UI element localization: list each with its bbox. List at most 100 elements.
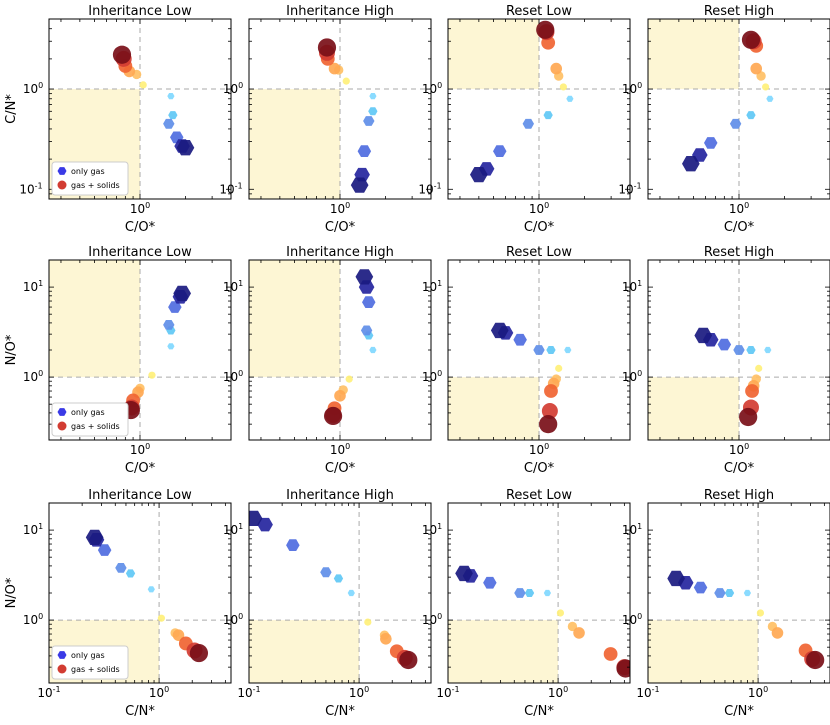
gas-point — [257, 517, 273, 532]
solid-point — [323, 406, 343, 426]
y-axis-label: N/O* — [4, 577, 19, 608]
panel-title: Inheritance Low — [88, 245, 192, 260]
gas-point — [333, 574, 344, 583]
gas-point — [704, 137, 718, 149]
y-tick-label: 100 — [223, 612, 243, 627]
panel-title: Inheritance High — [286, 4, 394, 19]
x-axis-label: C/O* — [524, 220, 555, 235]
legend-label: gas + solids — [71, 181, 120, 190]
legend-circle-icon — [57, 664, 67, 674]
solid-point — [139, 81, 147, 89]
panel-10: 10-1 100 100 101 Inheritance High C/N* — [223, 488, 432, 719]
y-tick-label: 101 — [23, 522, 43, 537]
solid-point — [739, 407, 758, 427]
markers — [667, 570, 825, 670]
solid-point — [567, 621, 578, 632]
gas-point — [286, 539, 300, 551]
solid-point — [157, 614, 166, 622]
gas-point — [694, 327, 713, 344]
gas-point — [714, 588, 726, 598]
y-tick-label: 100 — [622, 81, 642, 96]
x-tick-label: 100 — [529, 201, 549, 216]
x-axis-label: C/N* — [125, 704, 155, 719]
ticks — [447, 502, 630, 684]
legend: only gas gas + solids — [51, 161, 129, 196]
legend-circle-icon — [57, 421, 67, 431]
panel-6: 100 100 101 Inheritance High C/O* — [223, 245, 432, 476]
solid-point — [399, 650, 418, 670]
markers — [112, 45, 195, 156]
solid-point — [555, 364, 563, 372]
gas-point — [363, 116, 375, 126]
panel-5: 100 100 101 Inheritance Low C/O* N/O* only gas… — [4, 245, 232, 476]
shaded-region — [249, 89, 340, 199]
legend-circle-icon — [57, 180, 67, 190]
gas-point — [355, 269, 374, 285]
solid-point — [342, 77, 350, 85]
y-tick-label: 10-1 — [418, 181, 441, 196]
y-tick-label: 100 — [23, 369, 43, 384]
gas-point — [733, 345, 745, 355]
shaded-region — [648, 620, 759, 683]
x-tick-label: 100 — [349, 685, 369, 700]
solid-point — [189, 643, 209, 663]
x-axis-label: C/N* — [325, 704, 355, 719]
gas-point — [543, 111, 553, 120]
solid-point — [317, 38, 337, 57]
legend: only gas gas + solids — [51, 402, 129, 437]
shaded-region — [648, 377, 739, 440]
gas-point — [173, 285, 191, 302]
shaded-region — [448, 620, 559, 683]
legend-box — [51, 402, 129, 437]
gas-point — [717, 338, 732, 351]
ticks — [49, 18, 232, 200]
markers — [682, 30, 774, 172]
y-tick-label: 100 — [622, 612, 642, 627]
gas-point — [543, 589, 551, 597]
solid-point — [806, 650, 825, 670]
solid-point — [380, 632, 392, 645]
y-tick-label: 100 — [422, 81, 442, 96]
gas-point — [249, 510, 263, 526]
panel-title: Inheritance High — [286, 488, 394, 503]
solid-point — [573, 627, 585, 639]
shaded-region — [448, 19, 539, 90]
ticks — [248, 502, 431, 684]
gas-point — [163, 320, 175, 330]
panel-title: Reset Low — [506, 4, 572, 19]
solid-point — [556, 609, 565, 617]
x-axis-label: C/O* — [325, 220, 356, 235]
solid-point — [550, 62, 563, 75]
gas-point — [524, 589, 535, 597]
solid-point — [762, 83, 770, 91]
solid-point — [364, 618, 372, 626]
y-tick-label: 101 — [622, 279, 642, 294]
legend-label: only gas — [71, 408, 105, 417]
panel-title: Inheritance Low — [88, 4, 192, 19]
gas-point — [743, 589, 751, 597]
y-tick-label: 10-1 — [618, 181, 641, 196]
y-tick-label: 100 — [223, 369, 243, 384]
gas-point — [147, 586, 155, 593]
y-axis-label: N/O* — [4, 334, 19, 365]
panel-3: 100 10-1 100 Reset Low C/O* — [418, 4, 631, 235]
gas-point — [350, 177, 369, 193]
solid-point — [741, 30, 761, 49]
gas-point — [168, 301, 182, 313]
markers — [317, 38, 378, 193]
y-tick-label: 10-1 — [219, 181, 242, 196]
panel-4: 100 10-1 100 Reset High C/O* — [618, 4, 830, 235]
x-tick-label: 10-1 — [636, 685, 659, 700]
gas-point — [167, 343, 175, 350]
x-tick-label: 10-1 — [37, 685, 60, 700]
gas-point — [514, 588, 526, 598]
gas-point — [163, 118, 175, 129]
x-tick-label: 100 — [529, 442, 549, 457]
legend-label: gas + solids — [71, 665, 120, 674]
x-tick-label: 100 — [130, 201, 150, 216]
legend-box — [51, 645, 129, 680]
panel-1: 100 10-1 100 Inheritance Low C/O* C/N* only ga… — [4, 4, 232, 235]
gas-point — [546, 346, 556, 354]
markers — [490, 322, 572, 434]
